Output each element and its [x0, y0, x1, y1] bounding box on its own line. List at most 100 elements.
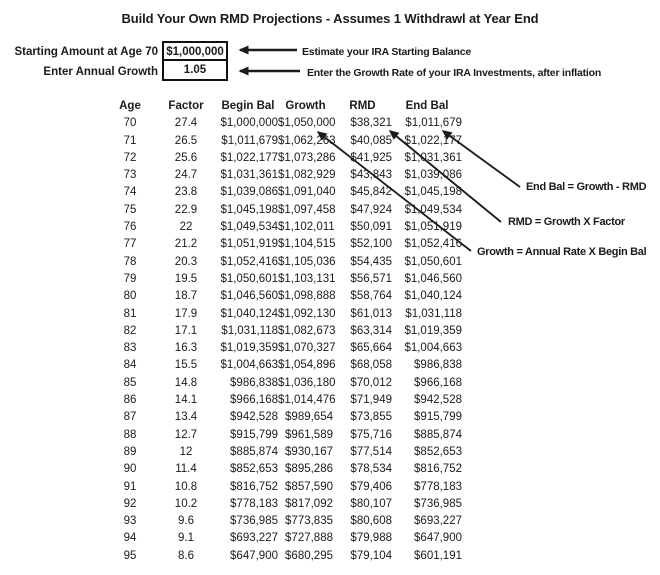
- table-cell: 78: [123, 255, 137, 268]
- table-cell: $65,664: [350, 342, 392, 355]
- table-cell: $693,227: [230, 532, 278, 545]
- table-row: 88 12.7 $915,799 $961,589 $75,716 $885,874: [106, 427, 462, 444]
- table-cell: $78,534: [350, 463, 392, 476]
- table-cell: $1,045,198: [220, 203, 278, 216]
- table-cell: 95: [123, 549, 137, 562]
- note-starting-balance: Estimate your IRA Starting Balance: [302, 46, 472, 58]
- table-cell: $41,925: [350, 151, 392, 164]
- table-cell: 14.8: [174, 376, 198, 389]
- table-cell: 9.1: [178, 532, 194, 545]
- table-cell: $1,031,118: [221, 324, 278, 337]
- table-cell: $930,167: [285, 445, 333, 458]
- table-cell: $680,295: [285, 549, 333, 562]
- table-cell: $79,988: [350, 532, 392, 545]
- table-cell: 17.9: [174, 307, 198, 320]
- table-row: 91 10.8 $816,752 $857,590 $79,406 $778,183: [106, 479, 462, 496]
- table-row: 84 15.5 $1,004,663 $1,054,896 $68,058 $986,83…: [106, 357, 462, 374]
- table-cell: $1,050,000: [278, 117, 336, 130]
- annotation-end-bal-formula: End Bal = Growth - RMD: [526, 181, 647, 193]
- table-cell: 9.6: [178, 515, 194, 528]
- table-cell: $693,227: [414, 515, 462, 528]
- table-cell: $1,011,679: [221, 134, 278, 147]
- input-label-starting-amount: Starting Amount at Age 70: [14, 46, 158, 58]
- table-cell: 15.5: [174, 359, 198, 372]
- table-cell: $79,406: [350, 480, 392, 493]
- table-cell: 86: [123, 394, 137, 407]
- column-header-end-bal: End Bal: [405, 100, 449, 112]
- table-cell: $52,100: [350, 238, 392, 251]
- table-cell: $1,031,361: [404, 151, 462, 164]
- table-cell: $1,019,359: [220, 342, 278, 355]
- table-cell: 87: [123, 411, 137, 424]
- annotation-rmd-formula: RMD = Growth X Factor: [508, 216, 625, 228]
- table-cell: $73,855: [350, 411, 392, 424]
- table-cell: 24.7: [174, 169, 198, 182]
- table-cell: $45,842: [350, 186, 392, 199]
- rmd-table-header: Age Factor Begin Bal Growth RMD End Bal: [106, 98, 462, 115]
- table-cell: $885,874: [414, 428, 462, 441]
- table-row: 70 27.4 $1,000,000 $1,050,000 $38,321 $1,011,…: [106, 115, 462, 132]
- table-cell: $1,092,130: [278, 307, 336, 320]
- table-cell: $1,062,263: [278, 134, 336, 147]
- table-cell: $942,528: [414, 394, 462, 407]
- table-cell: $80,608: [350, 515, 392, 528]
- page-title: Build Your Own RMD Projections - Assumes…: [121, 11, 539, 26]
- table-cell: $915,799: [414, 411, 462, 424]
- table-cell: 27.4: [174, 117, 198, 130]
- table-cell: $816,752: [414, 463, 462, 476]
- table-cell: 91: [123, 480, 137, 493]
- table-row: 87 13.4 $942,528 $989,654 $73,855 $915,799: [106, 409, 462, 426]
- table-cell: $857,590: [285, 480, 333, 493]
- table-cell: 73: [123, 169, 137, 182]
- table-cell: $773,835: [285, 515, 333, 528]
- table-cell: 11.4: [175, 463, 197, 476]
- table-cell: 19.5: [174, 272, 198, 285]
- table-cell: 80: [123, 290, 137, 303]
- table-cell: $1,046,560: [404, 272, 462, 285]
- rmd-table-body: 70 27.4 $1,000,000 $1,050,000 $38,321 $1,011,…: [106, 115, 462, 565]
- table-cell: 71: [123, 134, 137, 147]
- table-cell: $1,031,118: [405, 307, 462, 320]
- table-cell: $1,050,601: [404, 255, 462, 268]
- table-cell: $817,092: [285, 497, 333, 510]
- table-row: 80 18.7 $1,046,560 $1,098,888 $58,764 $1,040,…: [106, 288, 462, 305]
- table-cell: 88: [123, 428, 137, 441]
- note-growth-rate: Enter the Growth Rate of your IRA Invest…: [307, 67, 602, 79]
- table-cell: 17.1: [174, 324, 198, 337]
- table-cell: $1,039,086: [220, 186, 278, 199]
- table-row: 78 20.3 $1,052,416 $1,105,036 $54,435 $1,050,…: [106, 254, 462, 271]
- table-cell: $1,040,124: [404, 290, 462, 303]
- table-cell: $71,949: [350, 394, 392, 407]
- table-cell: $79,104: [350, 549, 392, 562]
- table-cell: $1,046,560: [220, 290, 278, 303]
- column-header-begin-bal: Begin Bal: [221, 100, 275, 112]
- table-cell: $989,654: [285, 411, 333, 424]
- table-cell: $986,838: [414, 359, 462, 372]
- table-cell: $1,103,131: [278, 272, 336, 285]
- table-row: 73 24.7 $1,031,361 $1,082,929 $43,843 $1,039,…: [106, 167, 462, 184]
- table-row: 79 19.5 $1,050,601 $1,103,131 $56,571 $1,046,…: [106, 271, 462, 288]
- table-cell: 12: [179, 445, 193, 458]
- table-cell: 72: [123, 151, 137, 164]
- table-cell: 84: [123, 359, 137, 372]
- rmd-table: Age Factor Begin Bal Growth RMD End Bal 70 27.…: [106, 98, 462, 565]
- table-row: 74 23.8 $1,039,086 $1,091,040 $45,842 $1,045,…: [106, 184, 462, 201]
- input-cell-annual-growth[interactable]: 1.05: [162, 59, 228, 81]
- table-cell: 20.3: [174, 255, 198, 268]
- table-cell: $966,168: [230, 394, 278, 407]
- table-cell: $1,004,663: [404, 342, 462, 355]
- table-cell: $40,085: [350, 134, 392, 147]
- table-cell: $885,874: [230, 445, 278, 458]
- table-row: 92 10.2 $778,183 $817,092 $80,107 $736,985: [106, 496, 462, 513]
- table-row: 93 9.6 $736,985 $773,835 $80,608 $693,227: [106, 513, 462, 530]
- table-cell: 25.6: [174, 151, 198, 164]
- table-cell: $1,031,361: [220, 169, 278, 182]
- table-row: 71 26.5 $1,011,679 $1,062,263 $40,085 $1,022,…: [106, 133, 462, 150]
- table-cell: 83: [123, 342, 137, 355]
- table-cell: 22.9: [174, 203, 198, 216]
- table-cell: $727,888: [285, 532, 333, 545]
- input-label-annual-growth: Enter Annual Growth: [43, 66, 158, 78]
- table-cell: $647,900: [230, 549, 278, 562]
- table-cell: $77,514: [350, 445, 392, 458]
- table-cell: $1,051,919: [404, 221, 462, 234]
